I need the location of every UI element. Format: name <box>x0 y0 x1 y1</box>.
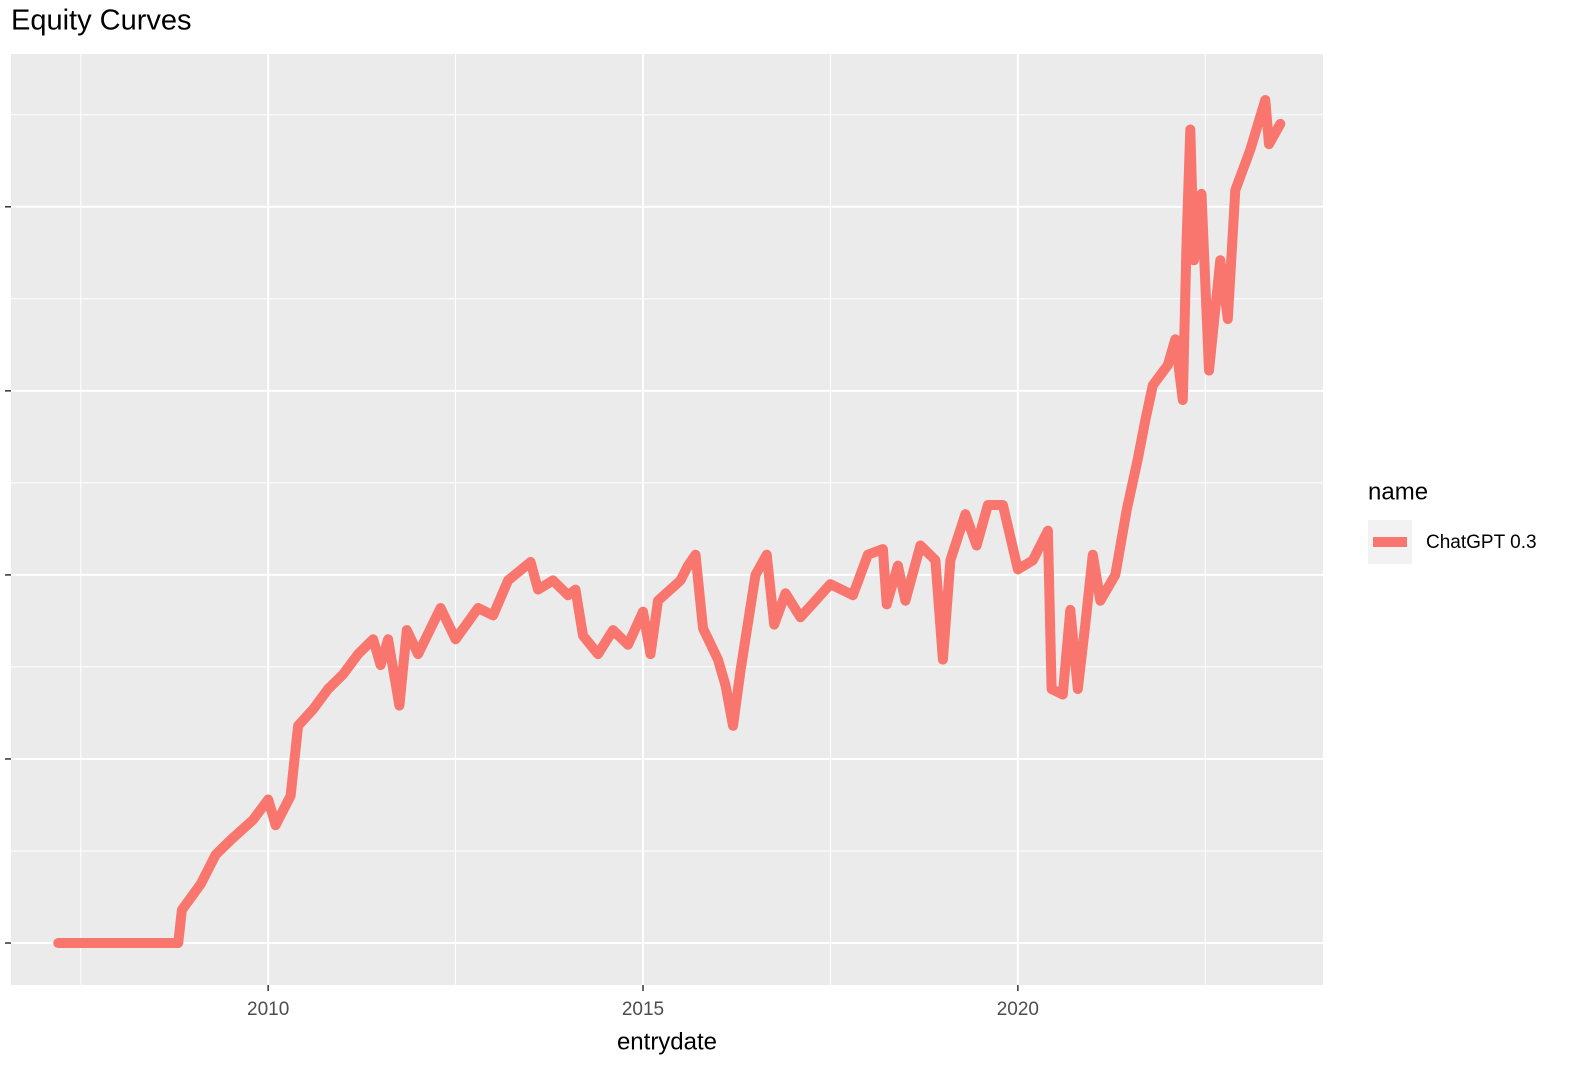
panel <box>11 54 1323 985</box>
x-tick-label: 2010 <box>247 999 289 1020</box>
legend-label: ChatGPT 0.3 <box>1426 532 1537 553</box>
chart-title: Equity Curves <box>11 5 192 37</box>
x-axis-title: entrydate <box>617 1028 717 1055</box>
legend-title: name <box>1368 478 1428 505</box>
x-tick-label: 2020 <box>997 999 1039 1020</box>
equity-line <box>53 95 1286 948</box>
x-tick-label: 2015 <box>622 999 664 1020</box>
